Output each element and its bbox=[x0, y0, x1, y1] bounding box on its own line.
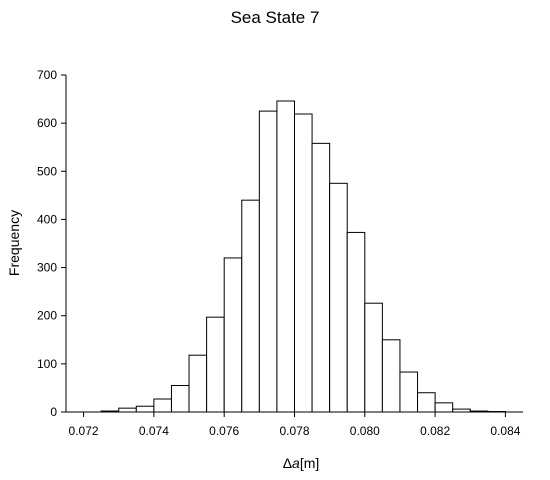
histogram-bar bbox=[258, 110, 278, 413]
histogram-bar bbox=[364, 302, 383, 413]
histogram-bar bbox=[399, 371, 419, 413]
histogram-bar bbox=[135, 405, 155, 413]
histogram-bar bbox=[434, 402, 454, 413]
histogram-bar bbox=[188, 354, 208, 413]
histogram-bar bbox=[206, 316, 225, 413]
y-axis-ticks: 0 100 200 300 400 500 600 700 bbox=[37, 68, 66, 419]
histogram-bar bbox=[311, 142, 331, 413]
x-axis-ticks: 0.072 0.074 0.076 0.078 0.080 0.082 0.084 bbox=[69, 412, 521, 438]
x-axis-label-unit: [m] bbox=[300, 455, 319, 471]
histogram-bar bbox=[346, 231, 366, 413]
y-tick-label: 0 bbox=[50, 405, 57, 419]
chart-title: Sea State 7 bbox=[230, 8, 320, 27]
x-tick-label: 0.082 bbox=[420, 424, 450, 438]
y-tick-label: 100 bbox=[37, 357, 57, 371]
histogram-bar bbox=[294, 113, 313, 413]
x-tick-label: 0.078 bbox=[279, 424, 309, 438]
x-axis-label-variable: a bbox=[292, 455, 300, 471]
histogram-bar bbox=[223, 257, 243, 413]
y-tick-label: 400 bbox=[37, 212, 57, 226]
x-tick-label: 0.074 bbox=[139, 424, 169, 438]
y-tick-label: 200 bbox=[37, 309, 57, 323]
x-tick-label: 0.072 bbox=[69, 424, 99, 438]
y-tick-label: 300 bbox=[37, 261, 57, 275]
x-tick-label: 0.084 bbox=[490, 424, 520, 438]
histogram-bar bbox=[170, 385, 190, 413]
histogram-bar bbox=[329, 182, 348, 413]
histogram-bar bbox=[118, 407, 137, 413]
histogram-bar bbox=[153, 398, 172, 413]
x-axis-label-symbol: Δ bbox=[283, 455, 292, 471]
x-tick-label: 0.080 bbox=[350, 424, 380, 438]
histogram-bar bbox=[381, 339, 401, 413]
histogram-bar bbox=[276, 100, 296, 413]
x-axis-label: Δa[m] bbox=[283, 455, 320, 471]
histogram-bars bbox=[100, 100, 506, 413]
y-tick-label: 500 bbox=[37, 164, 57, 178]
x-tick-label: 0.076 bbox=[209, 424, 239, 438]
y-tick-label: 600 bbox=[37, 116, 57, 130]
histogram-bar bbox=[417, 392, 436, 413]
y-tick-label: 700 bbox=[37, 68, 57, 82]
y-axis-label: Frequency bbox=[6, 210, 22, 276]
histogram-bar bbox=[241, 199, 260, 413]
